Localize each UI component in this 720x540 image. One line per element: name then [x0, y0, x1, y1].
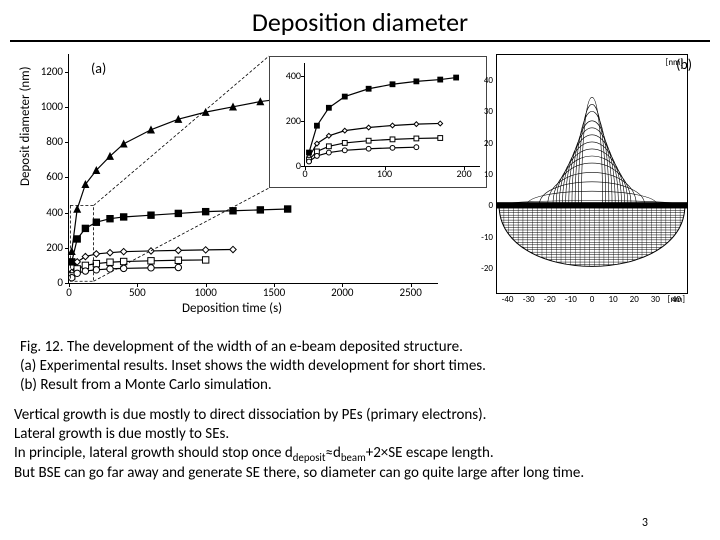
- slide-title: Deposition diameter: [0, 0, 720, 40]
- panel-a-ylabel: Deposit diameter (nm): [18, 66, 33, 186]
- panel-a-xlabel: Deposition time (s): [182, 301, 282, 316]
- panel-b: (b) -20-10010203040-40-30-20-10010203040…: [468, 46, 698, 326]
- title-underline: [10, 40, 710, 42]
- body-line-3: In principle, lateral growth should stop…: [14, 444, 706, 464]
- body-line-4: But BSE can go far away and generate SE …: [14, 464, 706, 483]
- figure-row: Deposit diameter (nm) Deposition time (s…: [0, 46, 720, 326]
- inset-svg: [305, 63, 480, 166]
- slide-number: 3: [642, 516, 648, 530]
- panel-a: Deposit diameter (nm) Deposition time (s…: [12, 46, 462, 326]
- body-l3-mid: ≈d: [326, 444, 341, 462]
- panel-b-plot: -20-10010203040-40-30-20-10010203040[nm]…: [496, 54, 688, 294]
- panel-a-inset: 02004000100200: [269, 56, 487, 188]
- body-l3-sub1: deposit: [293, 451, 326, 464]
- body-l3-pre: In principle, lateral growth should stop…: [14, 444, 293, 462]
- caption-line-3: (b) Result from a Monte Carlo simulation…: [20, 376, 700, 395]
- body-line-2: Lateral growth is due mostly to SEs.: [14, 425, 706, 444]
- caption-line-1: Fig. 12. The development of the width of…: [20, 338, 700, 357]
- body-paragraph: Vertical growth is due mostly to direct …: [0, 398, 720, 483]
- body-l3-sub2: beam: [341, 451, 366, 464]
- body-line-1: Vertical growth is due mostly to direct …: [14, 406, 706, 425]
- caption-line-2: (a) Experimental results. Inset shows th…: [20, 357, 700, 376]
- figure-caption: Fig. 12. The development of the width of…: [0, 326, 720, 398]
- body-l3-post: +2×SE escape length.: [366, 444, 494, 462]
- panel-b-svg: [497, 55, 687, 293]
- panel-a-plot: (a) 02004000100200 020040060080010001200…: [68, 54, 438, 284]
